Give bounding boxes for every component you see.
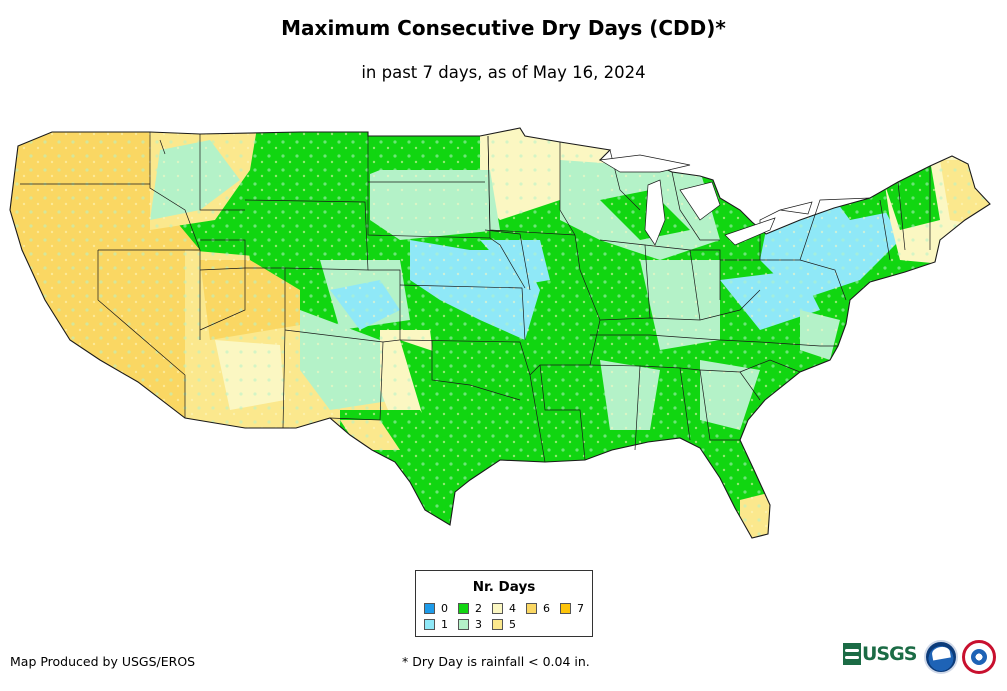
map-title: Maximum Consecutive Dry Days (CDD)* [281,16,726,40]
legend-label-1: 1 [441,618,448,631]
legend-swatch-2 [458,603,469,614]
legend-swatch-1 [424,619,435,630]
nws-logo-icon [962,640,996,674]
legend-swatch-6 [526,603,537,614]
map-subtitle: in past 7 days, as of May 16, 2024 [361,63,646,82]
legend-label-0: 0 [441,602,448,615]
legend-label-6: 6 [543,602,550,615]
legend-item-7: 7 [560,603,584,615]
cdd-shading [10,128,990,538]
usgs-wave-icon [843,643,861,665]
legend-label-2: 2 [475,602,482,615]
legend-swatch-0 [424,603,435,614]
legend-swatch-3 [458,619,469,630]
footnote-text: * Dry Day is rainfall < 0.04 in. [402,654,590,669]
legend-swatch-4 [492,603,503,614]
legend-swatch-5 [492,619,503,630]
legend-swatch-7 [560,603,571,614]
state-borders [20,132,931,463]
legend-label-5: 5 [509,618,516,631]
usgs-logo: USGS [843,643,917,665]
credit-text: Map Produced by USGS/EROS [10,654,196,669]
legend-item-6: 6 [526,603,550,615]
legend-item-2: 2 [458,603,482,615]
us-cdd-map [9,127,991,539]
legend-label-3: 3 [475,618,482,631]
usgs-logo-text: USGS [862,643,917,665]
noaa-logo-icon [924,640,958,674]
legend-item-5: 5 [492,619,516,631]
legend-item-1: 1 [424,619,448,631]
legend-item-4: 4 [492,603,516,615]
legend-item-3: 3 [458,619,482,631]
legend-item-0: 0 [424,603,448,615]
legend-label-7: 7 [577,602,584,615]
legend-label-4: 4 [509,602,516,615]
great-lakes [598,154,813,246]
legend-title: Nr. Days [472,579,536,595]
map-legend: Nr. Days 0 1 2 3 4 5 6 7 [415,570,593,637]
